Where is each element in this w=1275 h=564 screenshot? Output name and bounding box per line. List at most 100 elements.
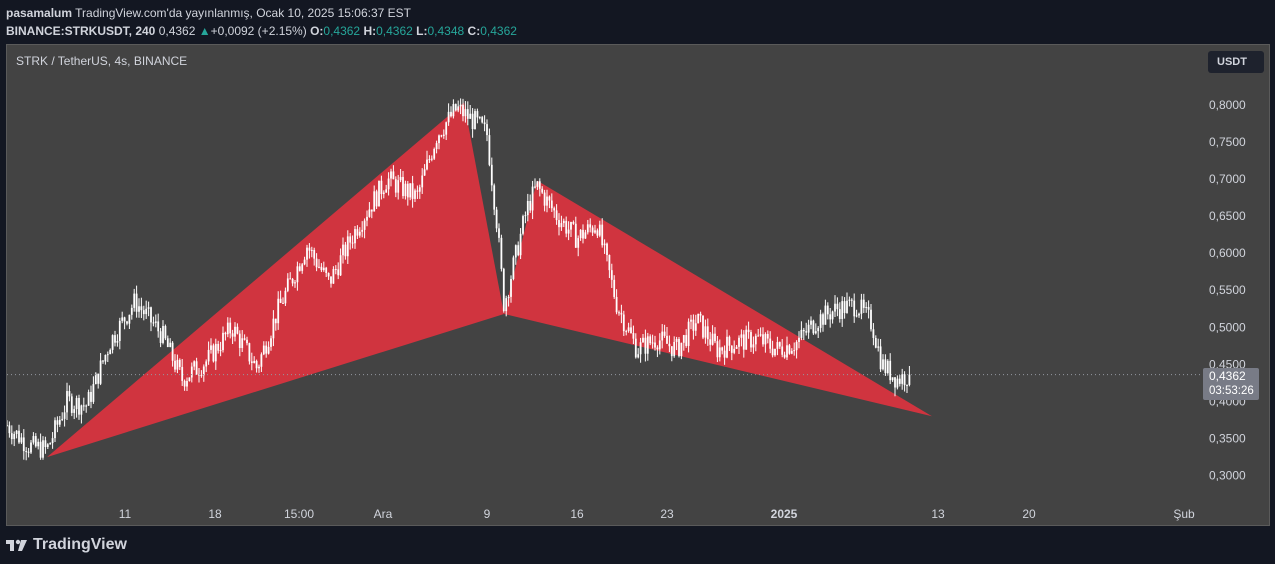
candle-body	[195, 361, 198, 375]
candle-body	[106, 354, 109, 356]
candle-body	[493, 185, 496, 210]
y-tick-label: 0,3000	[1209, 469, 1246, 483]
candle-body	[226, 322, 229, 335]
candle-body	[87, 391, 90, 406]
candle-body	[241, 338, 244, 348]
candle-body	[572, 222, 575, 224]
candle-body	[644, 337, 647, 354]
ohlc-line: BINANCE:STRKUSDT, 240 0,4362 ▲+0,0092 (+…	[6, 22, 517, 40]
change-up-icon: ▲	[198, 24, 211, 38]
candle-body	[879, 346, 882, 370]
x-tick-label: 15:00	[284, 507, 314, 521]
candle-body	[222, 332, 224, 351]
candle-body	[699, 313, 702, 316]
candle-body	[164, 326, 167, 339]
y-tick-label: 0,6000	[1209, 246, 1246, 260]
candle-body	[874, 337, 877, 348]
candle-body	[510, 279, 512, 297]
candle-body	[138, 306, 140, 312]
candle-body	[750, 332, 752, 348]
low-value: 0,4348	[427, 24, 465, 38]
candle-body	[157, 321, 160, 332]
candle-body	[37, 441, 40, 447]
candle-body	[277, 298, 280, 324]
candle-body	[452, 104, 455, 117]
candle-body	[738, 337, 740, 347]
candle-body	[567, 229, 570, 234]
chart-canvas[interactable]: 0,30000,35000,40000,45000,50000,55000,60…	[7, 45, 1269, 525]
candle-body	[205, 361, 208, 367]
candle-body	[392, 171, 395, 180]
candle-body	[656, 347, 659, 350]
candle-body	[819, 314, 822, 328]
candle-body	[135, 293, 138, 312]
candle-body	[289, 278, 292, 280]
candle-body	[740, 334, 743, 338]
candle-body	[169, 342, 172, 347]
candle-body	[558, 220, 560, 228]
candle-body	[565, 220, 568, 234]
candle-body	[788, 345, 791, 354]
candle-body	[615, 296, 618, 313]
candle-body	[63, 412, 66, 419]
candle-body	[210, 345, 212, 350]
candle-body	[44, 440, 47, 448]
candle-body	[723, 350, 726, 358]
currency-unit-button[interactable]: USDT	[1208, 51, 1264, 73]
tradingview-logo[interactable]: TradingView	[6, 536, 127, 554]
candle-body	[20, 437, 23, 443]
candle-body	[243, 338, 246, 340]
candle-body	[188, 377, 191, 382]
candle-body	[246, 339, 248, 344]
candle-body	[378, 180, 380, 207]
candle-body	[435, 143, 438, 150]
brand-name: TradingView	[33, 536, 127, 553]
candle-body	[891, 377, 894, 381]
candle-body	[128, 314, 131, 324]
candle-body	[123, 317, 126, 322]
candle-body	[543, 192, 546, 206]
candle-body	[315, 258, 318, 268]
candle-body	[618, 312, 620, 314]
chart-pane[interactable]: 0,3000 0,3500 0,4000 0,4500 0,5000 0,5500 0,60…	[6, 44, 1270, 526]
candle-body	[51, 438, 54, 444]
open-value: 0,4362	[323, 24, 361, 38]
candle-body	[296, 266, 299, 283]
candle-body	[603, 243, 606, 246]
candle-body	[426, 159, 428, 170]
candle-body	[97, 373, 100, 384]
candle-body	[462, 104, 464, 117]
pattern-triangle-xab	[47, 102, 504, 458]
candle-body	[356, 229, 359, 236]
candle-body	[766, 334, 769, 339]
candle-body	[450, 111, 452, 117]
candle-body	[349, 236, 352, 243]
candle-body	[562, 220, 565, 224]
candle-body	[548, 196, 551, 201]
candle-body	[627, 327, 630, 332]
candle-body	[658, 340, 661, 350]
candle-body	[831, 311, 834, 320]
candle-body	[814, 331, 817, 334]
candle-body	[152, 322, 155, 324]
candle-body	[159, 331, 162, 343]
candle-body	[747, 329, 750, 333]
candle-body	[474, 111, 476, 130]
candle-body	[423, 169, 426, 176]
candle-body	[85, 405, 88, 407]
publish-line: pasamalum TradingView.com'da yayınlanmış…	[6, 4, 517, 22]
candle-body	[385, 189, 388, 193]
candle-body	[42, 440, 44, 458]
current-price-label: 0,4362 03:53:26	[1203, 368, 1259, 400]
candle-body	[358, 231, 361, 236]
username[interactable]: pasamalum	[6, 6, 73, 20]
x-tick-label: 18	[208, 507, 222, 521]
candle-body	[399, 176, 402, 181]
candle-body	[58, 419, 61, 425]
candle-body	[781, 346, 784, 355]
chart-legend[interactable]: STRK / TetherUS, 4s, BINANCE	[16, 54, 188, 68]
candle-body	[267, 346, 270, 354]
candle-body	[613, 279, 616, 297]
candle-body	[118, 320, 121, 341]
candle-body	[253, 360, 256, 364]
